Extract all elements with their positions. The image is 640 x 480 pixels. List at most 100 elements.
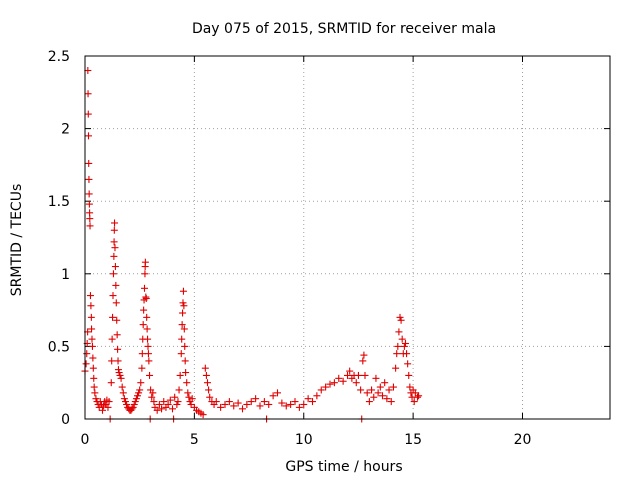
data-point [135,389,143,397]
data-point [376,383,384,391]
data-point [406,383,414,391]
data-point [361,371,369,379]
data-point [85,132,92,140]
y-tick-label: 1.5 [48,194,70,210]
y-tick-label: 2.5 [48,49,70,65]
data-point [144,342,152,350]
data-point [202,371,210,379]
data-point [129,403,137,411]
data-point [372,374,380,382]
data-point [84,110,92,118]
y-tick-label: 0 [61,412,70,428]
data-point [230,402,238,410]
data-point [121,398,129,406]
data-point [387,398,395,406]
data-point [178,335,186,343]
data-point [177,350,185,358]
x-tick-label: 20 [514,432,532,448]
data-point [352,379,360,387]
data-point [398,335,406,343]
data-point [206,393,214,401]
data-point [110,238,118,246]
data-point [365,398,373,406]
data-point [260,398,268,406]
data-point [141,284,148,292]
data-point [174,398,182,406]
data-point [357,386,365,394]
data-point [160,398,168,406]
data-point [113,316,121,324]
data-point [313,392,321,400]
data-point [274,389,281,397]
data-point [109,292,117,300]
data-point [330,379,338,387]
data-point [199,411,207,419]
data-point [86,292,94,300]
data-point [90,374,98,382]
data-point [84,90,92,98]
data-point [155,400,163,408]
data-point [410,398,418,406]
data-point [379,392,386,400]
data-point [180,302,188,310]
data-point [136,386,144,394]
data-point [403,350,411,358]
data-point [110,252,118,260]
data-point [115,369,123,377]
data-point [171,393,179,401]
data-point [109,313,117,321]
data-point [86,222,94,230]
x-axis-label: GPS time / hours [285,459,402,475]
data-point [134,392,141,400]
data-point [164,400,172,408]
data-point [87,313,95,321]
data-point [326,380,334,388]
data-point [394,342,402,350]
x-tick-labels: 0 5 10 15 20 [81,432,532,448]
data-point [393,350,401,358]
data-point [138,350,146,358]
data-point [370,393,378,401]
data-point [182,369,190,377]
data-point [119,389,127,397]
data-point [212,398,220,406]
data-point [132,395,140,403]
data-point [153,406,161,414]
data-point [401,339,409,347]
data-point [247,398,255,406]
data-point [104,403,112,411]
data-point [120,395,128,403]
data-point [91,389,99,397]
data-point [354,371,362,379]
data-point [150,398,158,406]
data-point [89,354,97,362]
y-tick-label: 2 [61,122,70,138]
data-point [108,335,116,343]
grid-lines [85,56,610,419]
data-point [287,400,295,408]
data-point [389,383,397,391]
data-point [143,313,151,321]
data-point [86,215,94,223]
data-point [335,374,343,382]
axis-ticks [84,55,610,420]
data-point [143,325,151,333]
data-point [201,364,209,372]
data-point [144,335,152,343]
data-point [304,395,312,403]
data-point [405,371,413,379]
data-point [140,306,148,314]
data-point [295,403,303,411]
data-point [239,405,246,413]
data-point [339,377,347,385]
data-point [111,219,119,227]
data-point [146,371,154,379]
x-tick-label: 15 [404,432,422,448]
data-point [309,398,316,406]
data-point [322,383,330,391]
data-point [141,258,149,266]
data-point [109,270,117,278]
y-tick-label: 0.5 [48,339,70,355]
data-point [144,350,152,358]
data-point [346,367,354,375]
